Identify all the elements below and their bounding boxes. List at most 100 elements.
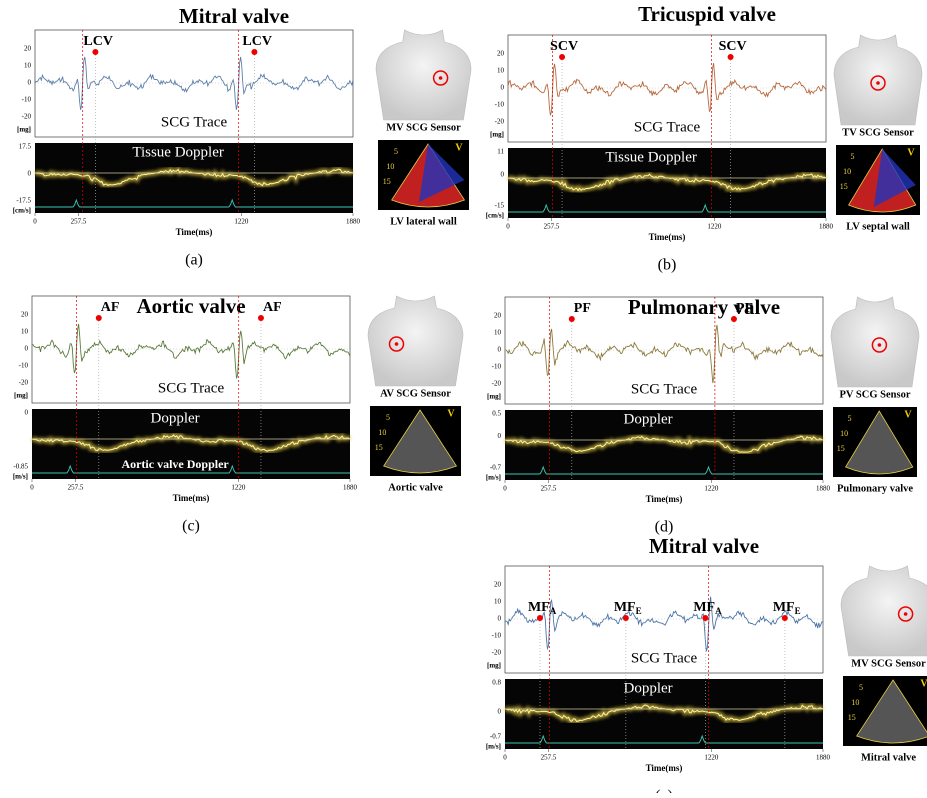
time-tick: 1220 bbox=[231, 484, 246, 492]
scg-tick: -10 bbox=[19, 362, 29, 370]
scg-tick: -10 bbox=[492, 632, 502, 640]
echo-depth: 15 bbox=[848, 713, 856, 722]
echo-label: LV lateral wall bbox=[390, 216, 457, 227]
marker-label: LCV bbox=[83, 34, 113, 49]
echo-label: Aortic valve bbox=[388, 482, 443, 493]
time-label: Time(ms) bbox=[649, 232, 686, 242]
scg-tick: 20 bbox=[494, 312, 502, 320]
echo-label: Pulmonary valve bbox=[837, 483, 913, 494]
echo-depth: 10 bbox=[386, 162, 394, 171]
echo-depth: 5 bbox=[850, 152, 854, 161]
marker-label: SCV bbox=[550, 39, 578, 54]
scg-tick: -20 bbox=[492, 380, 502, 388]
panel-title: Tricuspid valve bbox=[638, 2, 776, 26]
marker-label: MFE bbox=[614, 600, 642, 616]
doppler-tick: 17.5 bbox=[19, 143, 32, 151]
marker-dot bbox=[559, 54, 565, 60]
time-tick: 1880 bbox=[346, 218, 361, 226]
echo-depth: 10 bbox=[851, 698, 859, 707]
scg-tick: 0 bbox=[28, 79, 32, 87]
scg-tick: 0 bbox=[498, 346, 502, 354]
echo-depth: 5 bbox=[386, 413, 390, 422]
scg-waveform bbox=[508, 63, 826, 115]
marker-dot bbox=[569, 316, 575, 322]
echo-label: Mitral valve bbox=[861, 752, 916, 763]
marker-dot bbox=[96, 315, 102, 321]
doppler-tick: -0.7 bbox=[490, 733, 502, 741]
caption: (c) bbox=[182, 518, 200, 535]
scg-tick: -20 bbox=[495, 118, 505, 126]
marker-dot bbox=[251, 49, 257, 55]
doppler-tick: 0 bbox=[498, 432, 502, 440]
sensor-dot bbox=[904, 612, 908, 616]
doppler-label: Tissue Doppler bbox=[605, 149, 697, 165]
scg-tick: 10 bbox=[21, 328, 29, 336]
echo-depth: 5 bbox=[394, 147, 398, 156]
time-tick: 1220 bbox=[704, 485, 719, 493]
marker-sub: E bbox=[636, 606, 642, 616]
caption: (e) bbox=[655, 788, 673, 793]
doppler-unit: [m/s] bbox=[13, 473, 28, 481]
time-tick: 257.5 bbox=[541, 485, 557, 493]
echo-depth: 5 bbox=[847, 414, 851, 423]
torso bbox=[831, 297, 919, 387]
scg-tick: -20 bbox=[22, 113, 32, 121]
caption: (b) bbox=[658, 257, 677, 274]
echo-depth: 10 bbox=[843, 167, 851, 176]
doppler-tick: 0.8 bbox=[492, 679, 501, 687]
time-tick: 0 bbox=[503, 754, 507, 762]
echo-depth: 10 bbox=[378, 428, 386, 437]
time-tick: 257.5 bbox=[68, 484, 84, 492]
time-label: Time(ms) bbox=[173, 493, 210, 503]
time-tick: 0 bbox=[33, 218, 37, 226]
time-label: Time(ms) bbox=[176, 227, 213, 237]
marker-dot bbox=[782, 615, 788, 621]
scg-waveform bbox=[505, 325, 823, 383]
doppler-unit: [m/s] bbox=[486, 743, 501, 751]
doppler-tick: 11 bbox=[497, 148, 504, 156]
scg-unit: [mg] bbox=[487, 662, 501, 670]
marker-label: MFA bbox=[528, 600, 557, 616]
scg-tick: 10 bbox=[497, 67, 505, 75]
echo-depth: 15 bbox=[383, 177, 391, 186]
scg-tick: 20 bbox=[21, 311, 29, 319]
echo-depth: 10 bbox=[840, 429, 848, 438]
doppler-unit: [cm/s] bbox=[486, 212, 504, 220]
doppler-tick: 0.5 bbox=[492, 410, 501, 418]
marker-dot bbox=[728, 54, 734, 60]
doppler-tick: -0.7 bbox=[490, 464, 502, 472]
sensor-label: TV SCG Sensor bbox=[842, 127, 914, 138]
echo-depth: 15 bbox=[837, 444, 845, 453]
torso bbox=[841, 566, 927, 656]
doppler-tick: 0 bbox=[25, 409, 29, 417]
scg-unit: [mg] bbox=[14, 392, 28, 400]
caption: (a) bbox=[185, 252, 203, 269]
scg-tick: 20 bbox=[497, 50, 505, 58]
time-tick: 1220 bbox=[707, 223, 722, 231]
doppler-tick: -17.5 bbox=[16, 197, 31, 205]
scg-label: SCG Trace bbox=[161, 114, 228, 130]
marker-sub: A bbox=[715, 606, 722, 616]
marker-label: MFA bbox=[693, 600, 722, 616]
echo-mark: V bbox=[907, 147, 915, 158]
marker-label: SCV bbox=[719, 39, 747, 54]
scg-unit: [mg] bbox=[17, 126, 31, 134]
sensor-label: AV SCG Sensor bbox=[380, 388, 451, 399]
scg-tick: 10 bbox=[24, 62, 32, 70]
echo-mark: V bbox=[904, 409, 912, 420]
scg-tick: 0 bbox=[25, 345, 29, 353]
marker-dot bbox=[623, 615, 629, 621]
scg-label: SCG Trace bbox=[634, 119, 701, 135]
time-tick: 1880 bbox=[819, 223, 834, 231]
sensor-label: MV SCG Sensor bbox=[851, 658, 926, 669]
scg-tick: 10 bbox=[494, 329, 502, 337]
scg-tick: -10 bbox=[22, 96, 32, 104]
time-tick: 257.5 bbox=[71, 218, 87, 226]
sensor-label: MV SCG Sensor bbox=[386, 122, 461, 133]
scg-tick: -20 bbox=[492, 649, 502, 657]
time-tick: 1220 bbox=[704, 754, 719, 762]
scg-tick: -20 bbox=[19, 379, 29, 387]
sensor-dot bbox=[395, 342, 399, 346]
marker-dot bbox=[537, 615, 543, 621]
time-tick: 0 bbox=[503, 485, 507, 493]
